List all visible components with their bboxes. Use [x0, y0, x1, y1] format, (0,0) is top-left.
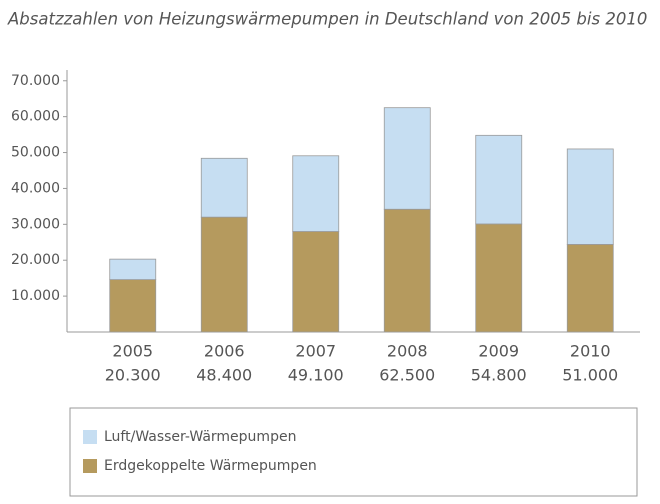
- y-tick-label: 50.000: [11, 145, 60, 161]
- x-tick-label: 2006: [204, 342, 245, 361]
- total-label: 20.300: [105, 366, 161, 385]
- legend-box: [69, 407, 638, 497]
- total-label: 54.800: [471, 366, 527, 385]
- legend-swatch: [83, 430, 97, 444]
- x-tick-label: 2009: [478, 342, 519, 361]
- legend-label: Luft/Wasser-Wärmepumpen: [104, 429, 296, 445]
- bar-segment: [475, 134, 523, 225]
- bar-segment: [109, 258, 157, 280]
- bar-segment: [475, 223, 523, 333]
- total-label: 62.500: [379, 366, 435, 385]
- x-tick-label: 2008: [387, 342, 428, 361]
- bar-segment: [109, 279, 157, 333]
- x-tick-label: 2007: [295, 342, 336, 361]
- y-tick-label: 20.000: [11, 252, 60, 268]
- bar-segment: [383, 208, 431, 333]
- y-tick-label: 10.000: [11, 288, 60, 304]
- chart-title: Absatzzahlen von Heizungswärmepumpen in …: [7, 10, 647, 29]
- x-tick-label: 2010: [570, 342, 611, 361]
- legend-label: Erdgekoppelte Wärmepumpen: [104, 458, 317, 474]
- bar-segment: [383, 107, 431, 210]
- x-tick-label: 2005: [112, 342, 153, 361]
- bar-segment: [292, 155, 340, 232]
- total-label: 48.400: [196, 366, 252, 385]
- bar-segment: [200, 216, 248, 333]
- total-label: 51.000: [562, 366, 618, 385]
- bar-segment: [566, 148, 614, 245]
- total-label: 49.100: [288, 366, 344, 385]
- bar-segment: [292, 231, 340, 333]
- y-tick-label: 60.000: [11, 109, 60, 125]
- y-tick-label: 40.000: [11, 180, 60, 196]
- bar-segment: [200, 157, 248, 218]
- bar-segment: [566, 244, 614, 333]
- legend-swatch: [83, 459, 97, 473]
- y-tick-label: 30.000: [11, 216, 60, 232]
- y-tick-label: 70.000: [11, 73, 60, 89]
